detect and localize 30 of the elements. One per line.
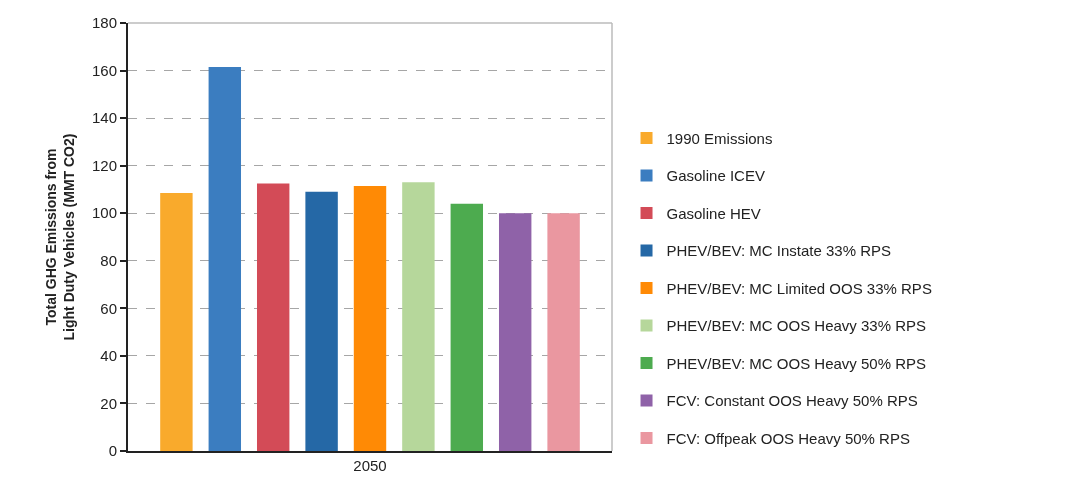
y-tick-label: 0 [108,442,117,460]
bar [160,193,193,451]
bar [498,213,532,451]
legend-label: PHEV/BEV: MC Limited OOS 33% RPS [666,279,932,297]
bar [353,185,387,451]
y-tick-label: 160 [91,61,117,79]
y-tick-label: 140 [91,109,117,127]
legend-label: PHEV/BEV: MC OOS Heavy 50% RPS [666,354,927,372]
y-tick-label: 40 [100,347,117,365]
y-tick-label: 60 [100,299,117,317]
bar [450,203,484,451]
bar [208,66,242,451]
y-axis-title: Total GHG Emissions from Light Duty Vehicles (MMT CO2) [42,133,78,341]
x-tick-label: 2050 [353,457,387,474]
y-tick-label: 20 [100,394,117,412]
bar [547,213,580,451]
legend-label: FCV: Constant OOS Heavy 50% RPS [666,392,918,410]
y-tick-label: 120 [91,156,117,174]
y-tick-label: 100 [91,204,117,222]
legend-label: FCV: Offpeak OOS Heavy 50% RPS [666,429,910,447]
y-tick-label: 180 [91,14,117,32]
legend-label: Gasoline ICEV [666,167,765,185]
bar [256,183,290,451]
y-tick-label: 80 [100,252,117,270]
legend-label: PHEV/BEV: MC OOS Heavy 33% RPS [666,317,927,335]
legend-label: PHEV/BEV: MC Instate 33% RPS [666,242,892,260]
legend-label: 1990 Emissions [666,129,773,147]
bar [305,191,338,451]
bar [402,182,435,451]
legend-label: Gasoline HEV [666,204,761,222]
